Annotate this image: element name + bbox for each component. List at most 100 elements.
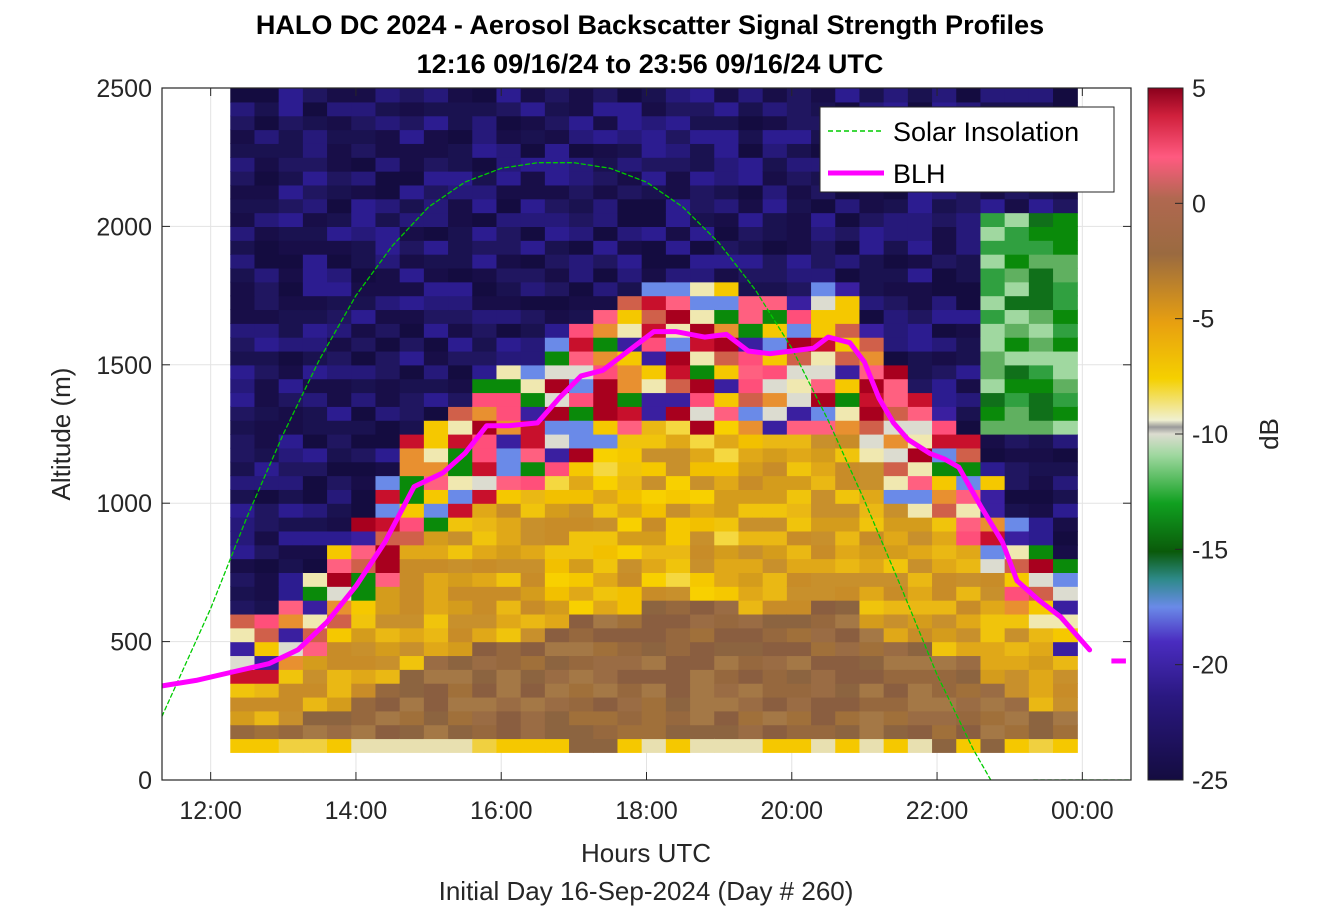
heatmap-cell <box>496 198 522 214</box>
heatmap-cell <box>496 447 522 463</box>
heatmap-cell <box>1004 392 1030 407</box>
heatmap-cell <box>907 489 933 504</box>
heatmap-cell <box>544 669 570 684</box>
heatmap-cell <box>786 420 812 435</box>
heatmap-cell <box>714 544 740 560</box>
heatmap-cell <box>230 503 256 518</box>
heatmap-cell <box>956 738 982 753</box>
heatmap-cell <box>302 198 328 214</box>
heatmap-cell <box>1053 475 1078 490</box>
heatmap-cell <box>1053 655 1078 670</box>
heatmap-cell <box>811 281 836 297</box>
heatmap-cell <box>254 503 280 518</box>
heatmap-cell <box>520 337 546 352</box>
heatmap-cell <box>278 475 304 490</box>
heatmap-cell <box>883 558 909 573</box>
heatmap-cell <box>738 710 764 726</box>
heatmap-cell <box>593 420 619 435</box>
heatmap-cell <box>859 198 885 214</box>
heatmap-cell <box>617 323 643 338</box>
heatmap-cell <box>423 530 449 546</box>
heatmap-cell <box>883 544 909 560</box>
heatmap-cell <box>544 323 570 338</box>
heatmap-cell <box>351 586 377 601</box>
heatmap-cell <box>302 157 328 172</box>
heatmap-cell <box>1004 475 1030 490</box>
heatmap-cell <box>690 710 715 726</box>
heatmap-cell <box>351 226 377 241</box>
heatmap-cell <box>883 364 909 380</box>
heatmap-cell <box>544 88 570 103</box>
heatmap-cell <box>254 572 280 587</box>
heatmap-cell <box>423 115 449 131</box>
heatmap-cell <box>714 350 740 366</box>
heatmap-cell <box>1004 240 1030 255</box>
heatmap-cell <box>786 489 812 504</box>
heatmap-cell <box>496 226 522 241</box>
heatmap-cell <box>423 683 449 698</box>
heatmap-cell <box>472 129 498 144</box>
heatmap-cell <box>278 655 304 670</box>
heatmap-cell <box>665 641 691 657</box>
heatmap-cell <box>375 115 401 131</box>
heatmap-cell <box>932 558 957 573</box>
heatmap-cell <box>1004 530 1030 546</box>
heatmap-cell <box>448 226 473 241</box>
solar-insolation-line <box>162 162 1131 780</box>
heatmap-cell <box>375 406 401 421</box>
heatmap-cell <box>617 392 643 407</box>
heatmap-cell <box>375 364 401 380</box>
heatmap-cell <box>496 627 522 643</box>
x-axis-label: Hours UTC <box>581 838 711 868</box>
heatmap-cell <box>327 295 352 311</box>
heatmap-cell <box>302 101 328 117</box>
heatmap-cell <box>762 143 788 158</box>
heatmap-cell <box>302 517 328 532</box>
heatmap-cell <box>1028 655 1054 670</box>
heatmap-cell <box>351 115 377 131</box>
heatmap-cell <box>278 267 304 283</box>
heatmap-cell <box>375 337 401 352</box>
heatmap-cell <box>472 392 498 407</box>
heatmap-cell <box>472 101 498 117</box>
heatmap-cell <box>762 434 788 449</box>
heatmap-cell <box>690 226 715 241</box>
heatmap-cell <box>1028 295 1054 311</box>
heatmap-cell <box>375 489 401 504</box>
heatmap-cell <box>835 738 861 753</box>
heatmap-cell <box>665 669 691 684</box>
heatmap-cell <box>762 392 788 407</box>
heatmap-cell <box>762 198 788 214</box>
heatmap-cell <box>302 724 328 740</box>
heatmap-cell <box>327 323 352 338</box>
x-tick-label: 00:00 <box>1051 797 1114 825</box>
heatmap-cell <box>786 669 812 684</box>
heatmap-cell <box>302 475 328 490</box>
heatmap-cell <box>835 544 861 560</box>
heatmap-cell <box>399 655 425 670</box>
heatmap-cell <box>448 696 473 712</box>
heatmap-cell <box>883 489 909 504</box>
heatmap-cell <box>351 600 377 615</box>
heatmap-cell <box>472 627 498 643</box>
heatmap-cell <box>472 558 498 573</box>
heatmap-cell <box>351 724 377 740</box>
heatmap-cell <box>448 544 473 560</box>
heatmap-cell <box>714 586 740 601</box>
heatmap-cell <box>859 558 885 573</box>
heatmap-cell <box>1028 434 1054 449</box>
heatmap-cell <box>1053 669 1078 684</box>
heatmap-cell <box>448 267 473 283</box>
heatmap-cell <box>569 198 594 214</box>
heatmap-cell <box>665 420 691 435</box>
heatmap-cell <box>1053 267 1078 283</box>
heatmap-cell <box>714 738 740 753</box>
heatmap-cell <box>980 295 1006 311</box>
heatmap-cell <box>690 586 715 601</box>
heatmap-cell <box>399 586 425 601</box>
heatmap-cell <box>278 88 304 103</box>
heatmap-cell <box>617 710 643 726</box>
heatmap-cell <box>327 544 352 560</box>
heatmap-cell <box>230 267 256 283</box>
heatmap-cell <box>423 669 449 684</box>
